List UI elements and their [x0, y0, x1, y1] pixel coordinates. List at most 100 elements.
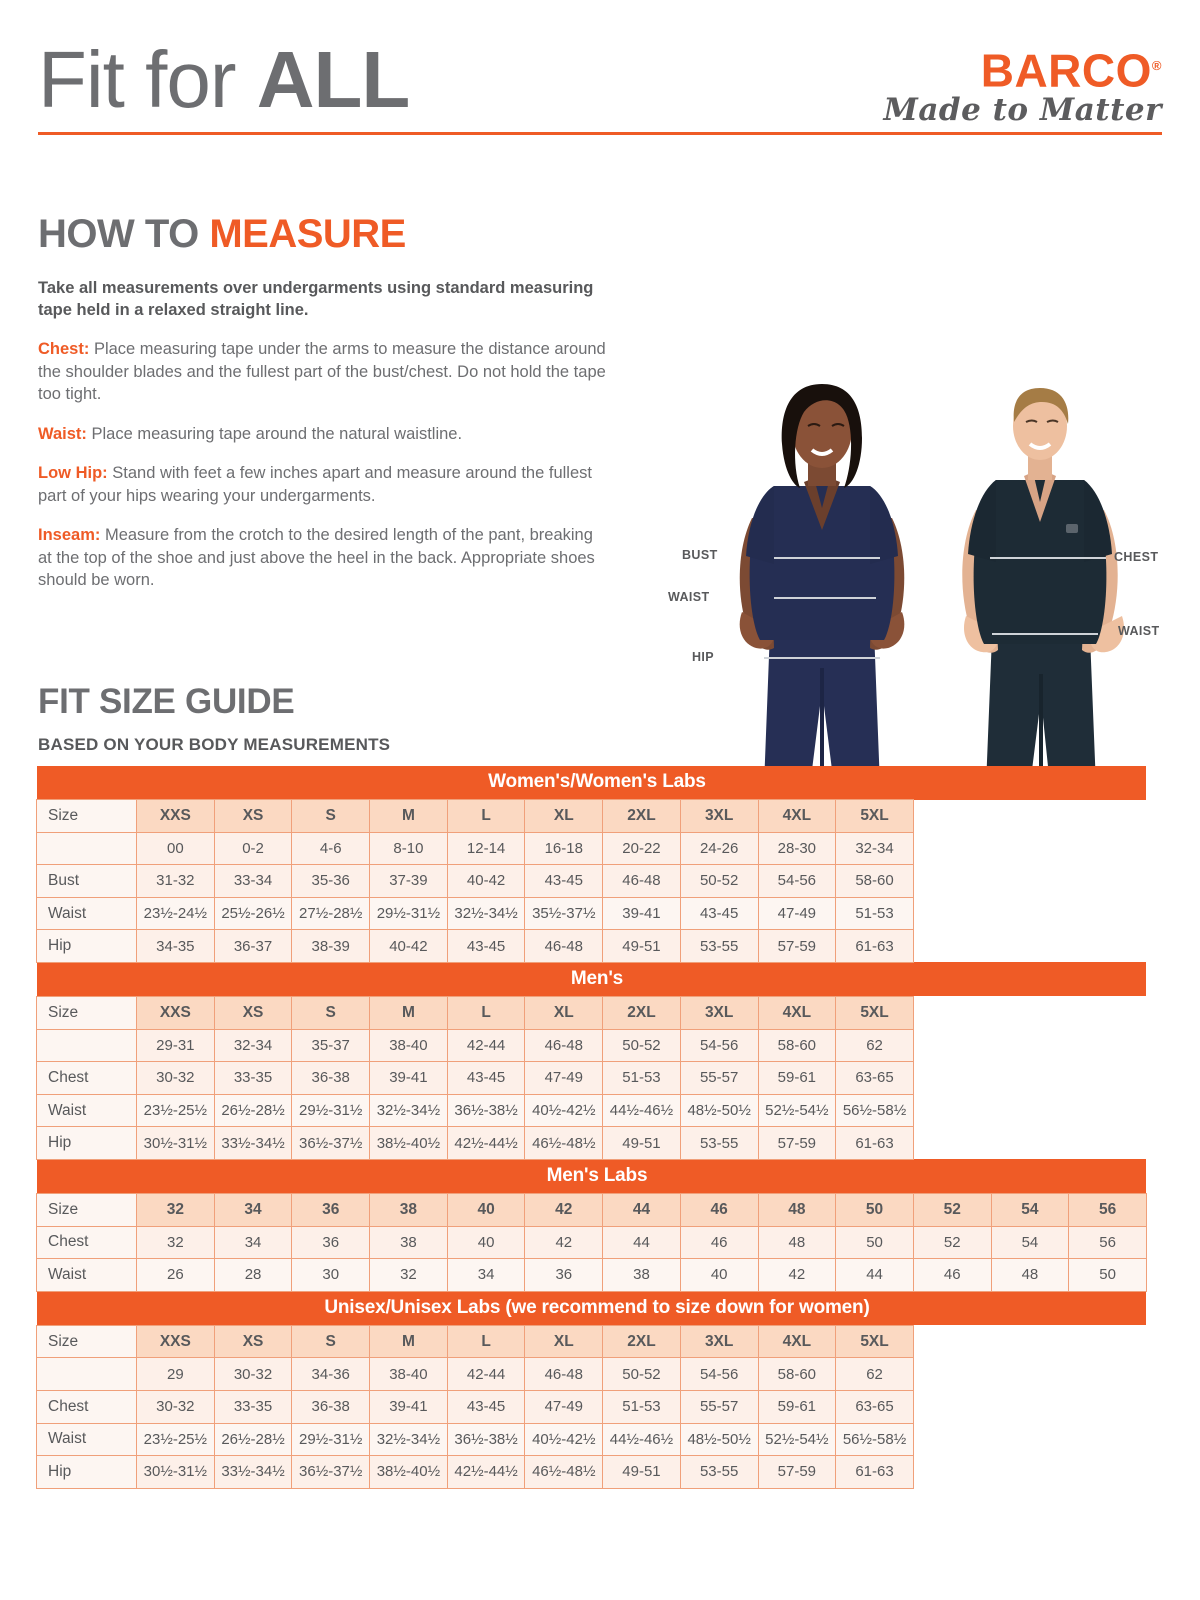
model-illustration: BUST WAIST HIP CHEST WAIST: [668, 368, 1172, 786]
measure-item-label: Inseam:: [38, 526, 101, 544]
page-title-bold: ALL: [256, 35, 411, 124]
measure-item-text: Place measuring tape under the arms to m…: [38, 340, 606, 403]
measurement-cell: 59-61: [757, 1061, 837, 1095]
size-header-cell: XL: [524, 995, 604, 1030]
measurement-cell: 39-41: [369, 1061, 448, 1095]
measurement-cell: 49-51: [602, 1126, 681, 1160]
size-header-cell: S: [291, 995, 371, 1030]
numeric-size-cell: 29-31: [136, 1028, 215, 1063]
section-title: Unisex/Unisex Labs (we recommend to size…: [36, 1291, 1147, 1326]
measurement-cell: 51-53: [602, 1061, 681, 1095]
size-header-row: Size XXS XS S M L XL 2XL 3XL 4XL 5XL: [36, 799, 1147, 833]
numeric-size-cell: 50-52: [602, 1028, 681, 1063]
measurement-cell: 42: [757, 1258, 837, 1292]
measurement-cell: 46½-48½: [524, 1455, 604, 1489]
measurement-cell: 40-42: [369, 929, 448, 963]
numeric-size-cell: 46-48: [524, 1028, 604, 1063]
measurement-cell: 59-61: [757, 1389, 837, 1424]
measurement-cell: 33½-34½: [213, 1455, 293, 1489]
measurement-cell: 34-35: [136, 929, 215, 963]
numeric-size-cell: 28-30: [757, 831, 837, 866]
size-header-cell: M: [369, 1324, 448, 1359]
measurement-cell: 36-38: [291, 1061, 371, 1095]
numeric-size-cell: 35-37: [291, 1028, 371, 1063]
measurement-label-chest: CHEST: [1114, 550, 1159, 564]
heading-plain: HOW TO: [38, 212, 210, 256]
numeric-size-cell: 29: [136, 1357, 215, 1391]
size-header-cell: 4XL: [757, 1324, 837, 1359]
measurement-cell: 23½-24½: [136, 896, 215, 931]
measurement-cell: 61-63: [835, 929, 914, 963]
measurement-cell: 56: [1068, 1225, 1147, 1260]
row-label-hip: Hip: [36, 929, 137, 963]
measurement-cell: 40: [446, 1225, 526, 1260]
measurement-cell: 44½-46½: [602, 1422, 681, 1457]
measurement-cell: 50: [1068, 1258, 1147, 1292]
table-row: Chest 30-32 33-35 36-38 39-41 43-45 47-49 51-53…: [36, 1389, 1147, 1424]
measurement-cell: 43-45: [446, 1061, 526, 1095]
size-header-cell: 2XL: [602, 1324, 681, 1359]
brand-logo: BARCO® Made to Matter: [884, 42, 1162, 128]
size-header-cell: 48: [757, 1192, 837, 1227]
size-header-cell: XXS: [136, 995, 215, 1030]
brand-name: BARCO®: [884, 42, 1162, 94]
numeric-size-cell: 50-52: [602, 1357, 681, 1391]
table-row: Hip 30½-31½ 33½-34½ 36½-37½ 38½-40½ 42½-44½ 46…: [36, 1126, 1147, 1160]
measurement-cell: 40-42: [446, 864, 526, 898]
measure-intro: Take all measurements over undergarments…: [38, 279, 594, 319]
heading-accent: MEASURE: [209, 212, 406, 256]
measurement-cell: 44: [602, 1225, 681, 1260]
numeric-size-cell: 30-32: [213, 1357, 293, 1391]
measurement-cell: 33-35: [213, 1061, 293, 1095]
measurement-cell: 47-49: [524, 1061, 604, 1095]
measurement-cell: 56½-58½: [835, 1093, 914, 1128]
measurement-cell: 29½-31½: [291, 1093, 371, 1128]
row-label-waist: Waist: [36, 896, 137, 931]
size-header-cell: XL: [524, 1324, 604, 1359]
row-label-size: Size: [36, 1192, 137, 1227]
measurement-cell: 43-45: [446, 929, 526, 963]
measurement-cell: 51-53: [835, 896, 914, 931]
numeric-size-row: 00 0-2 4-6 8-10 12-14 16-18 20-22 24-26 28-30 32-…: [36, 831, 1147, 866]
measurement-cell: 32½-34½: [446, 896, 526, 931]
registered-trademark-icon: ®: [1151, 58, 1162, 73]
measurement-cell: 32: [136, 1225, 215, 1260]
table-row: Bust 31-32 33-34 35-36 37-39 40-42 43-45 46-48 5…: [36, 864, 1147, 898]
numeric-size-cell: 42-44: [446, 1028, 526, 1063]
size-header-cell: XXS: [136, 1324, 215, 1359]
measurement-cell: 38-39: [291, 929, 371, 963]
numeric-size-cell: 24-26: [679, 831, 759, 866]
measurement-cell: 42: [524, 1225, 604, 1260]
measurement-cell: 38: [369, 1225, 448, 1260]
measurement-cell: 56½-58½: [835, 1422, 914, 1457]
size-header-cell: 40: [446, 1192, 526, 1227]
measurement-cell: 50-52: [679, 864, 759, 898]
size-header-cell: 36: [291, 1192, 371, 1227]
measurement-cell: 30: [291, 1258, 371, 1292]
measurement-cell: 57-59: [757, 1455, 837, 1489]
size-header-row: Size XXS XS S M L XL 2XL 3XL 4XL 5XL: [36, 1324, 1147, 1359]
measurement-cell: 34: [446, 1258, 526, 1292]
measurement-cell: 33-35: [213, 1389, 293, 1424]
size-header-cell: 5XL: [835, 995, 914, 1030]
how-to-measure-section: HOW TO MEASURE Take all measurements ove…: [36, 212, 1164, 592]
how-to-measure-heading: HOW TO MEASURE: [38, 212, 1164, 257]
measurement-cell: 53-55: [679, 1455, 759, 1489]
table-row: Waist 23½-25½ 26½-28½ 29½-31½ 32½-34½ 36½-38½…: [36, 1422, 1147, 1457]
numeric-size-cell: 62: [835, 1028, 914, 1063]
measurement-cell: 61-63: [835, 1455, 914, 1489]
section-header-row: Unisex/Unisex Labs (we recommend to size…: [36, 1291, 1147, 1326]
fit-size-guide-subheading: BASED ON YOUR BODY MEASUREMENTS: [38, 735, 391, 754]
row-label-empty: [36, 1028, 137, 1063]
section-header-row: Men's: [36, 962, 1147, 997]
size-header-cell: S: [291, 799, 371, 833]
measurement-cell: 54: [990, 1225, 1070, 1260]
size-header-cell: M: [369, 799, 448, 833]
measurement-cell: 61-63: [835, 1126, 914, 1160]
measure-item-waist: Waist: Place measuring tape around the n…: [38, 423, 606, 446]
page-title-light: Fit for: [38, 35, 257, 124]
measurement-cell: 35½-37½: [524, 896, 604, 931]
measurement-cell: 58-60: [835, 864, 914, 898]
measurement-label-waist-male: WAIST: [1118, 624, 1160, 638]
numeric-size-cell: 62: [835, 1357, 914, 1391]
